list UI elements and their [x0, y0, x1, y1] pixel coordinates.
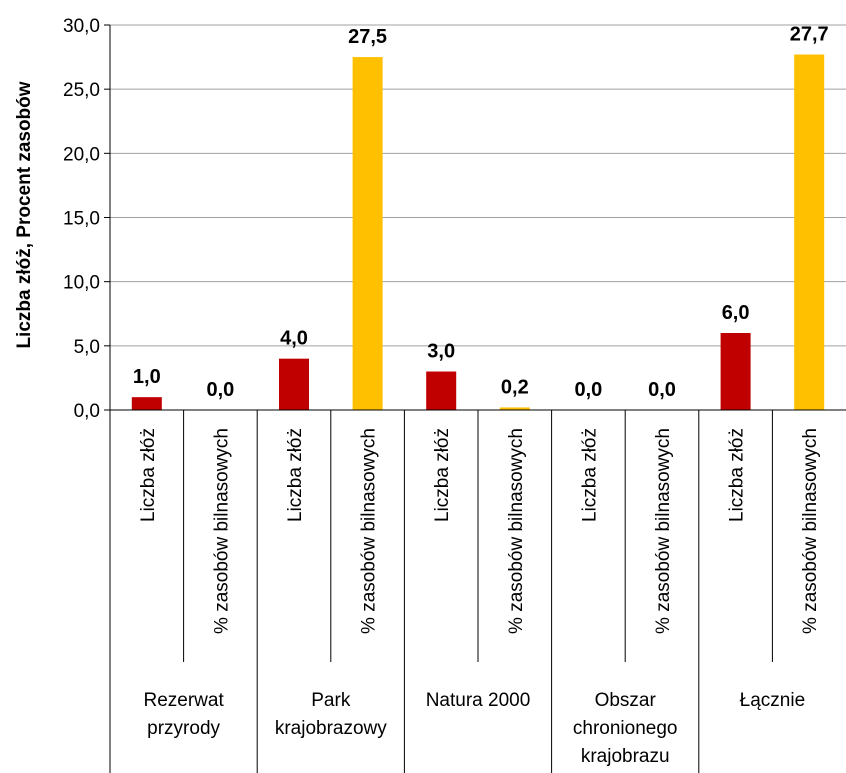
category-label: Liczba złóż [138, 428, 159, 522]
data-label: 1,0 [133, 366, 161, 388]
group-label: Rezerwat [143, 690, 224, 711]
axes [104, 24, 846, 773]
data-label: 0,0 [206, 379, 234, 401]
data-label: 0,0 [648, 379, 676, 401]
data-label: 6,0 [722, 302, 750, 324]
group-label: krajobrazu [581, 746, 670, 767]
grid-lines [110, 24, 846, 347]
bar [426, 371, 457, 410]
group-label: chronionego [573, 718, 678, 739]
category-label: Liczba złóż [432, 428, 453, 522]
category-label: % zasobów bilnasowych [653, 428, 674, 634]
group-label: Park [311, 690, 351, 711]
data-label: 0,2 [501, 376, 529, 398]
category-label: % zasobów bilnasowych [211, 428, 232, 634]
category-label: % zasobów bilnasowych [506, 428, 527, 634]
data-label: 27,7 [790, 24, 829, 46]
bar [720, 333, 751, 410]
bar [131, 397, 162, 410]
y-axis-label: Liczba złóż, Procent zasobów [14, 81, 35, 348]
data-label: 27,5 [348, 26, 387, 48]
data-label: 3,0 [427, 341, 455, 363]
y-tick-label: 30,0 [63, 16, 100, 37]
y-tick-label: 15,0 [63, 209, 100, 230]
data-label: 4,0 [280, 328, 308, 350]
bar [499, 407, 530, 410]
category-label: Liczba złóż [579, 428, 600, 522]
y-tick-label: 0,0 [74, 401, 100, 422]
group-label: Obszar [595, 690, 657, 711]
group-label: Natura 2000 [426, 690, 531, 711]
group-label: krajobrazowy [275, 718, 387, 739]
category-label: Liczba złóż [285, 428, 306, 522]
labels: 0,0 5,0 10,0 15,0 20,0 25,0 30,0 1,0 Liczba złóż… [63, 16, 829, 767]
bar [794, 54, 825, 411]
group-label: przyrody [147, 718, 220, 739]
y-tick-label: 10,0 [63, 273, 100, 294]
y-tick-label: 20,0 [63, 144, 100, 165]
y-tick-label: 5,0 [74, 337, 100, 358]
bar [279, 358, 309, 410]
group-label: Łącznie [740, 690, 806, 711]
y-tick-label: 25,0 [63, 80, 100, 101]
bar [352, 57, 383, 410]
category-label: Liczba złóż [727, 428, 748, 522]
category-label: % zasobów bilnasowych [359, 428, 380, 634]
bars [131, 54, 825, 411]
category-label: % zasobów bilnasowych [800, 428, 821, 634]
data-label: 0,0 [574, 379, 602, 401]
